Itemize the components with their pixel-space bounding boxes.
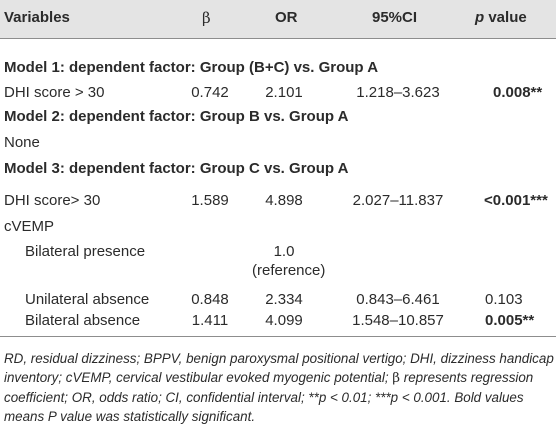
footnote-beta-symbol: β [392, 371, 401, 386]
row-variable: DHI score> 30 [4, 192, 101, 209]
row-ci: 1.218–3.623 [356, 84, 440, 101]
footnote-part-1: RD, residual dizziness; BPPV, benign par… [4, 351, 554, 385]
header-variables: Variables [4, 9, 70, 26]
row-none: None [4, 134, 40, 151]
row-variable: Bilateral presence [25, 243, 146, 260]
header-p-value: p value [475, 9, 527, 26]
header-or: OR [275, 9, 298, 26]
row-ci: 1.548–10.857 [352, 312, 444, 329]
row-or: 2.101 [265, 84, 303, 101]
row-ci: 0.843–6.461 [356, 291, 440, 308]
p-value-stars: ** [530, 84, 543, 101]
table-bottom-rule [0, 336, 556, 337]
row-p-value: 0.005** [485, 312, 534, 329]
row-or: 4.099 [265, 312, 303, 329]
row-beta: 1.411 [191, 312, 229, 329]
row-beta: 0.848 [191, 291, 229, 308]
row-variable: Unilateral absence [25, 291, 150, 308]
header-p-italic: p [475, 9, 485, 26]
row-or: 2.334 [265, 291, 303, 308]
row-ci: 2.027–11.837 [352, 192, 444, 209]
row-p-value: 0.008** [493, 84, 542, 101]
row-variable-cvemp: cVEMP [4, 218, 55, 235]
p-value-number: 0.008 [493, 84, 531, 101]
p-value-stars: ** [522, 312, 535, 329]
section-title-model-3: Model 3: dependent factor: Group C vs. G… [4, 160, 349, 177]
row-beta: 0.742 [191, 84, 229, 101]
table-header: Variables β OR 95%CI p value [0, 0, 556, 39]
footnote-part-2: represents regression coefficient; OR, o… [4, 370, 534, 424]
section-title-model-1: Model 1: dependent factor: Group (B+C) v… [4, 59, 379, 76]
row-or-reference-value: 1.0 [273, 243, 295, 260]
row-or: 4.898 [265, 192, 303, 209]
header-p-rest: value [484, 9, 527, 26]
row-or-reference-label: (reference) [252, 262, 326, 279]
row-variable: DHI score > 30 [4, 84, 105, 101]
row-p-value: <0.001*** [484, 192, 548, 209]
row-variable: Bilateral absence [25, 312, 141, 329]
p-value-number: <0.001 [484, 192, 531, 209]
p-value-stars: *** [530, 192, 548, 209]
p-value-number: 0.005 [485, 312, 523, 329]
row-beta: 1.589 [191, 192, 229, 209]
table-footnote: RD, residual dizziness; BPPV, benign par… [4, 349, 554, 426]
header-beta: β [202, 9, 211, 27]
row-p-value: 0.103 [485, 291, 523, 308]
section-title-model-2: Model 2: dependent factor: Group B vs. G… [4, 108, 349, 125]
header-ci: 95%CI [372, 9, 418, 26]
